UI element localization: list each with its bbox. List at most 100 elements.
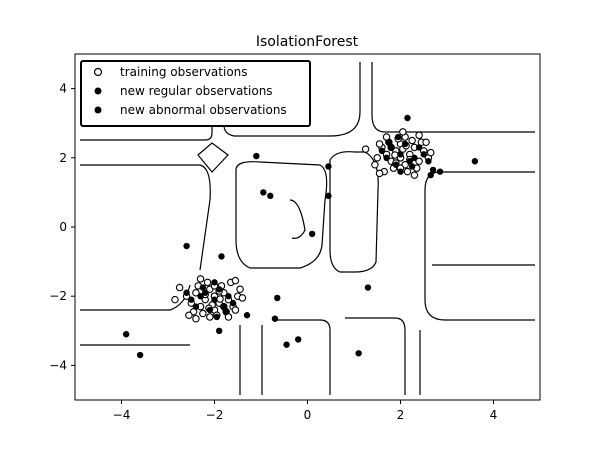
data-point [397,168,404,175]
contour-line [223,62,361,137]
contour-line [80,284,191,311]
data-point [371,160,379,169]
data-point [325,163,332,170]
data-point [188,296,195,303]
data-point [220,303,227,310]
legend-label-abnormal: new abnormal observations [120,103,287,117]
data-point [202,289,209,296]
data-point [206,306,214,314]
data-point [199,309,207,318]
data-point [218,253,225,260]
y-tick-label: −2 [49,289,67,303]
data-point [355,350,362,357]
contour-line [80,62,213,141]
series-1 [183,133,432,321]
x-tick-label: 0 [304,408,312,422]
data-point [427,171,434,179]
data-point [425,158,432,165]
data-point [364,284,372,291]
data-point [236,285,244,294]
data-point [192,288,200,297]
data-point [215,286,223,293]
data-point [422,138,430,146]
x-axis: −4 −2 0 2 4 [113,400,498,422]
y-tick-label: 2 [59,151,67,165]
data-point [206,313,214,321]
data-point [385,139,393,146]
data-point [199,284,207,291]
data-point [383,154,390,161]
data-point [436,168,444,175]
data-point [213,313,221,321]
x-tick-label: −2 [206,408,224,422]
contour-line [80,164,211,271]
contour-line [289,199,306,239]
data-point [415,131,423,140]
data-point [361,145,370,153]
data-point [122,331,130,338]
data-point [274,294,281,302]
data-point [410,171,419,179]
x-tick-label: 4 [490,408,498,422]
data-point [325,192,332,200]
contour-line [329,151,379,273]
x-tick-label: −4 [113,408,131,422]
y-tick-label: 4 [59,82,67,96]
contour-line [197,142,229,173]
data-point [283,341,290,348]
y-tick-label: −4 [49,358,67,372]
decision-contours [80,62,535,395]
data-point [388,144,395,151]
data-point [404,114,411,122]
data-point [211,296,218,303]
data-point [373,154,381,162]
legend-marker-abnormal [94,106,102,114]
data-point [415,144,423,151]
data-point [394,133,402,141]
data-point [420,151,427,158]
contour-line [275,319,331,395]
legend: training observations new regular observ… [80,60,311,127]
data-point [222,308,230,315]
data-point [426,148,435,157]
data-point [401,140,409,148]
data-point [308,230,316,238]
y-axis: −4 −2 0 2 4 [49,82,75,372]
contour-line [235,161,328,269]
data-point [171,295,179,304]
data-point [185,311,193,319]
contour-line [424,171,535,321]
data-point [229,299,237,307]
data-point [415,157,423,166]
data-point [136,351,144,359]
data-point [231,276,240,285]
data-point [375,140,384,148]
data-point [429,166,437,174]
data-point [471,158,479,165]
data-point [260,189,267,196]
data-point [378,147,386,155]
legend-box [80,60,311,127]
data-point [175,283,184,292]
data-point [192,303,200,310]
data-point [183,289,190,296]
data-point [215,327,223,334]
data-point [391,151,399,159]
data-point [183,242,190,250]
data-point [253,152,260,160]
data-point [231,306,240,314]
data-point [238,294,247,302]
contour-line [345,317,406,395]
data-point [406,158,413,165]
data-point [399,128,407,136]
data-point [216,295,224,303]
data-point [403,167,412,176]
data-point [408,136,416,145]
data-point [397,151,404,158]
data-point [271,315,279,322]
data-point [197,293,204,300]
data-point [295,336,302,343]
legend-marker-regular [94,87,102,95]
y-tick-label: 0 [59,220,67,234]
